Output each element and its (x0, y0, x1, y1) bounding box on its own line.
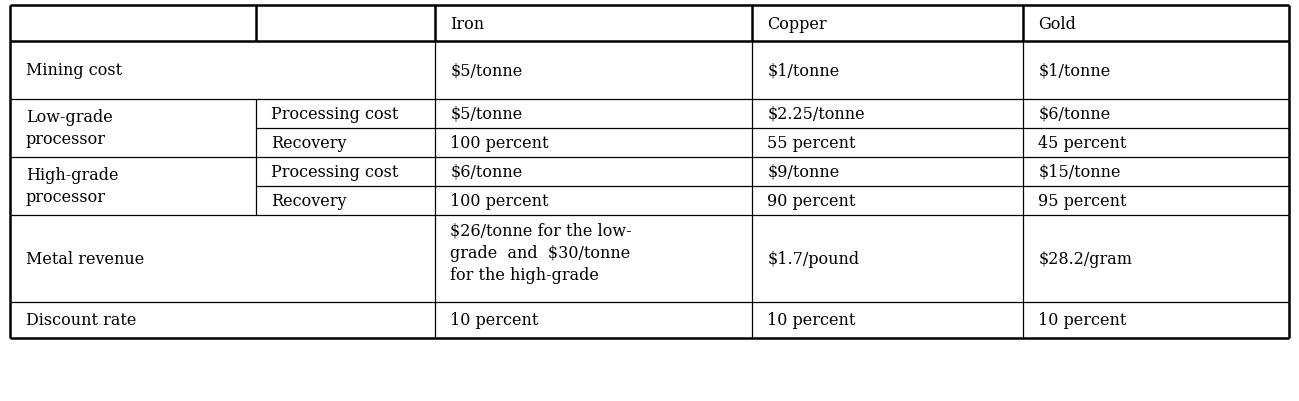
Text: $5/tonne: $5/tonne (451, 62, 522, 79)
Text: 90 percent: 90 percent (768, 192, 856, 209)
Text: $6/tonne: $6/tonne (1038, 105, 1111, 123)
Text: Recovery: Recovery (271, 134, 347, 152)
Text: 100 percent: 100 percent (451, 192, 549, 209)
Text: 45 percent: 45 percent (1038, 134, 1126, 152)
Text: $26/tonne for the low-
grade  and  $30/tonne
for the high-grade: $26/tonne for the low- grade and $30/ton… (451, 223, 633, 284)
Text: $1/tonne: $1/tonne (768, 62, 839, 79)
Text: 55 percent: 55 percent (768, 134, 856, 152)
Text: $2.25/tonne: $2.25/tonne (768, 105, 865, 123)
Text: Processing cost: Processing cost (271, 105, 399, 123)
Text: $1/tonne: $1/tonne (1038, 62, 1111, 79)
Text: 10 percent: 10 percent (768, 311, 856, 328)
Text: Copper: Copper (768, 16, 827, 32)
Text: $9/tonne: $9/tonne (768, 163, 839, 180)
Text: Discount rate: Discount rate (26, 311, 136, 328)
Text: $5/tonne: $5/tonne (451, 105, 522, 123)
Text: Mining cost: Mining cost (26, 62, 122, 79)
Text: Low-grade
processor: Low-grade processor (26, 109, 113, 148)
Text: 10 percent: 10 percent (1038, 311, 1126, 328)
Text: Processing cost: Processing cost (271, 163, 399, 180)
Text: $6/tonne: $6/tonne (451, 163, 522, 180)
Text: Recovery: Recovery (271, 192, 347, 209)
Text: Iron: Iron (451, 16, 485, 32)
Text: Gold: Gold (1038, 16, 1076, 32)
Text: $1.7/pound: $1.7/pound (768, 250, 860, 267)
Text: $15/tonne: $15/tonne (1038, 163, 1121, 180)
Text: $28.2/gram: $28.2/gram (1038, 250, 1133, 267)
Text: Metal revenue: Metal revenue (26, 250, 144, 267)
Text: 100 percent: 100 percent (451, 134, 549, 152)
Text: 10 percent: 10 percent (451, 311, 539, 328)
Text: High-grade
processor: High-grade processor (26, 167, 118, 206)
Text: 95 percent: 95 percent (1038, 192, 1126, 209)
